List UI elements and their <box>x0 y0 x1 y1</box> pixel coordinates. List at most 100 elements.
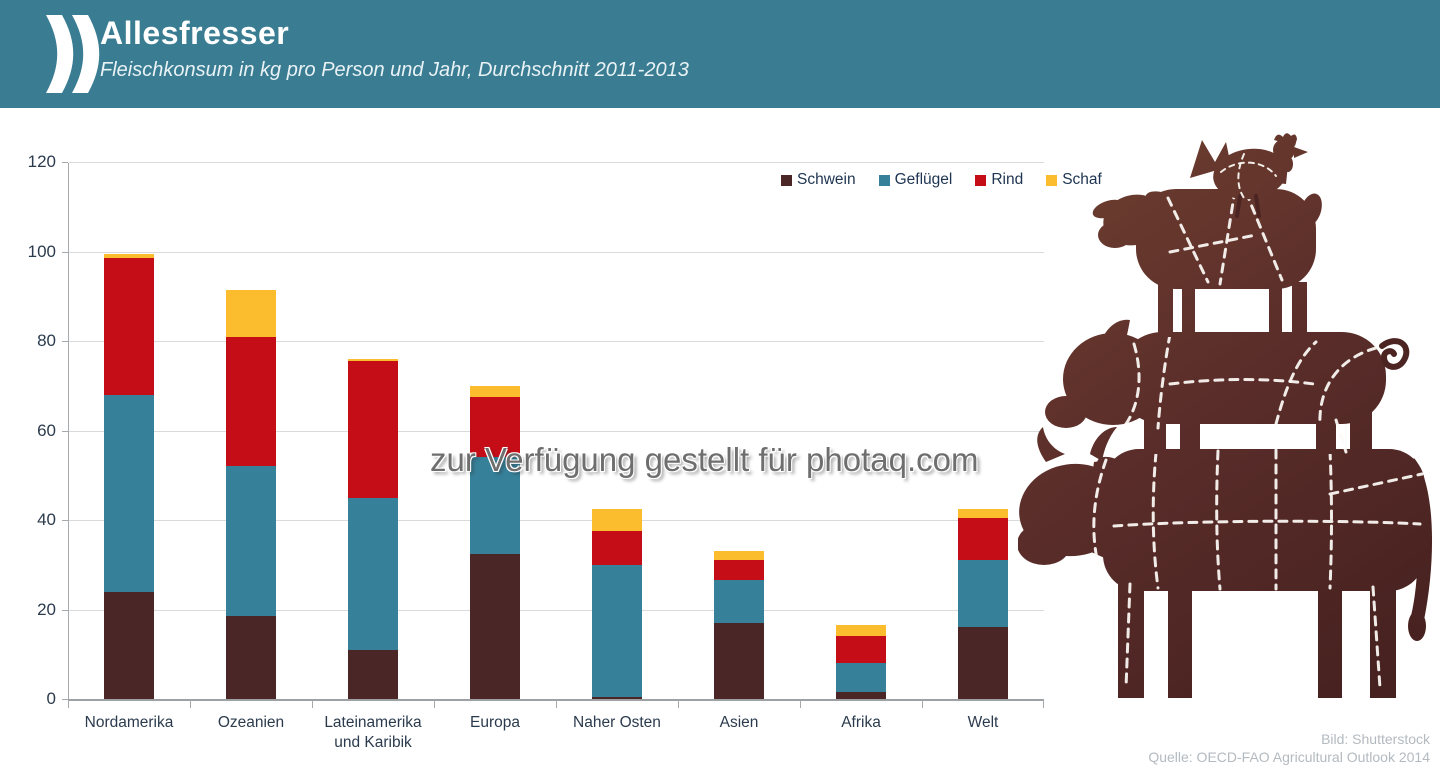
bar-segment-Geflügel <box>958 560 1008 628</box>
page-title: Allesfresser <box>100 15 290 51</box>
x-label-4: Naher Osten <box>573 714 661 731</box>
legend-swatch-rind <box>975 174 987 186</box>
bar-segment-Schwein <box>348 649 398 699</box>
gridline-60 <box>69 430 1044 432</box>
bar-3 <box>470 385 520 699</box>
bar-segment-Geflügel <box>104 394 154 592</box>
gridline-20 <box>69 609 1044 611</box>
y-axis-line <box>68 163 69 700</box>
legend-label-gefluegel: Geflügel <box>894 171 953 188</box>
legend-item-gefluegel: Geflügel <box>878 171 953 189</box>
x-label-6: Afrika <box>841 714 881 731</box>
bar-segment-Schwein <box>226 616 276 699</box>
y-tick-label-40: 40 <box>37 510 56 529</box>
bar-4 <box>592 508 642 699</box>
bar-segment-Rind <box>104 258 154 395</box>
y-tick-label-20: 20 <box>37 599 56 619</box>
bar-segment-Rind <box>348 361 398 498</box>
bar-segment-Schaf <box>714 551 764 561</box>
source-credit: Quelle: OECD-FAO Agricultural Outlook 20… <box>1148 749 1430 765</box>
bar-segment-Schwein <box>470 553 520 699</box>
legend-swatch-schaf <box>1046 174 1058 186</box>
x-label-7: Welt <box>967 714 999 731</box>
bar-segment-Schwein <box>592 696 642 699</box>
bar-segment-Rind <box>836 636 886 664</box>
credits: Bild: Shutterstock Quelle: OECD-FAO Agri… <box>1148 730 1430 766</box>
y-tick-label-120: 120 <box>27 152 56 171</box>
x-tick-5 <box>678 700 679 708</box>
bar-segment-Schwein <box>104 591 154 699</box>
bar-segment-Geflügel <box>226 466 276 617</box>
image-credit: Bild: Shutterstock <box>1321 731 1430 747</box>
bar-0 <box>104 253 154 699</box>
sheep-icon <box>1092 188 1322 337</box>
x-tick-7 <box>922 700 923 708</box>
bar-segment-Schaf <box>226 289 276 337</box>
legend-item-schaf: Schaf <box>1046 171 1102 189</box>
bar-segment-Geflügel <box>348 497 398 650</box>
bar-segment-Geflügel <box>836 663 886 693</box>
watermark: zur Verfügung gestellt für photaq.com <box>430 441 979 478</box>
y-tick-20 <box>62 609 68 611</box>
legend-item-schwein: Schwein <box>781 171 856 189</box>
bar-segment-Geflügel <box>470 457 520 554</box>
bar-segment-Rind <box>592 531 642 565</box>
y-tick-0 <box>62 699 68 700</box>
x-tick-3 <box>434 700 435 708</box>
x-label-2: Lateinamerika und Karibik <box>324 714 422 751</box>
legend-label-schwein: Schwein <box>797 171 856 188</box>
animal-stack-illustration <box>1018 133 1433 698</box>
x-label-0: Nordamerika <box>84 714 174 731</box>
bar-segment-Schaf <box>104 253 154 259</box>
y-tick-label-60: 60 <box>37 420 56 440</box>
y-tick-40 <box>62 520 68 521</box>
x-label-5: Asien <box>719 714 759 731</box>
legend-item-rind: Rind <box>975 171 1023 189</box>
gridline-40 <box>69 520 1044 521</box>
y-tick-80 <box>62 341 68 342</box>
bar-segment-Schwein <box>836 692 886 699</box>
bar-5 <box>714 551 764 699</box>
bar-segment-Geflügel <box>714 580 764 623</box>
header-text: Allesfresser Fleischkonsum in kg pro Per… <box>100 15 689 82</box>
x-tick-0 <box>68 700 69 708</box>
x-label-3: Europa <box>470 714 520 731</box>
y-tick-60 <box>62 430 68 432</box>
bar-6 <box>836 625 886 699</box>
bar-segment-Schwein <box>958 627 1008 699</box>
x-label-1: Ozeanien <box>217 714 285 731</box>
gridline-80 <box>69 341 1044 342</box>
bar-segment-Schwein <box>714 622 764 699</box>
header-bar: Allesfresser Fleischkonsum in kg pro Per… <box>0 0 1440 108</box>
x-tick-2 <box>312 700 313 708</box>
legend-label-schaf: Schaf <box>1062 171 1102 188</box>
y-tick-label-100: 100 <box>27 241 56 261</box>
bar-segment-Schaf <box>470 385 520 397</box>
bar-segment-Rind <box>470 396 520 458</box>
bar-1 <box>226 289 276 699</box>
x-tick-4 <box>556 700 557 708</box>
chicken-icon <box>1190 133 1308 218</box>
bar-7 <box>958 508 1008 699</box>
y-tick-120 <box>62 162 68 163</box>
bar-segment-Rind <box>226 336 276 467</box>
y-tick-label-0: 0 <box>46 689 56 708</box>
bar-segment-Geflügel <box>592 564 642 697</box>
y-tick-100 <box>62 251 68 253</box>
bar-segment-Schaf <box>836 625 886 637</box>
legend-swatch-schwein <box>781 174 792 186</box>
x-tick-1 <box>190 700 191 708</box>
bar-segment-Schaf <box>348 358 398 362</box>
x-tick-end <box>1043 700 1044 708</box>
bar-segment-Schaf <box>592 508 642 532</box>
y-tick-label-80: 80 <box>37 331 56 350</box>
gridline-100 <box>69 251 1044 253</box>
bar-segment-Rind <box>958 517 1008 561</box>
cow-icon <box>1018 427 1433 698</box>
bar-2 <box>348 358 398 699</box>
gridline-120 <box>69 162 1044 163</box>
plot-area: 0 20 40 60 80 100 120 Nordamerika Ozeanien Latein… <box>28 152 1044 751</box>
pig-icon <box>1045 319 1410 456</box>
page-subtitle: Fleischkonsum in kg pro Person und Jahr,… <box>100 59 689 81</box>
